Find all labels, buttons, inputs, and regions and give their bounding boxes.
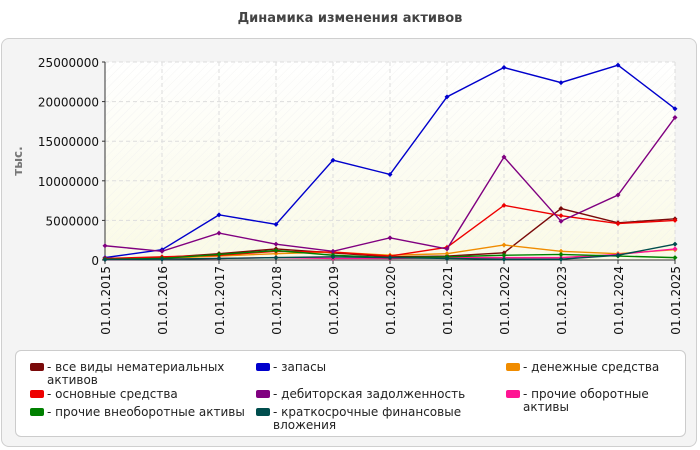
- x-tick-label: 01.01.2022: [498, 266, 512, 335]
- data-point: [558, 213, 564, 219]
- data-point: [273, 221, 279, 227]
- x-tick-label: 01.01.2015: [99, 266, 113, 335]
- data-point: [615, 192, 621, 198]
- axes: 0 5000000 10000000 15000000 20000000 25000000…: [38, 56, 683, 335]
- legend-item: - прочие оборотные активы: [506, 388, 681, 414]
- chart-title: Динамика изменения активов: [237, 11, 463, 26]
- y-tick-label: 25000000: [38, 56, 99, 70]
- data-point: [672, 114, 678, 120]
- x-tick-label: 01.01.2023: [555, 266, 569, 335]
- data-point: [501, 202, 507, 208]
- data-point: [615, 252, 621, 258]
- grid-lines: [105, 61, 676, 260]
- legend-label: - прочие внеоборотные активы: [47, 405, 245, 419]
- legend-swatch: [506, 363, 520, 371]
- series-4: [102, 114, 678, 254]
- data-point: [444, 251, 450, 257]
- data-point: [273, 241, 279, 247]
- legend-item: - запасы: [256, 361, 481, 374]
- data-point: [387, 171, 393, 177]
- legend-label: - дебиторская задолженность: [273, 387, 466, 401]
- data-point: [558, 80, 564, 86]
- legend-label: - прочие оборотные активы: [523, 387, 649, 414]
- x-tick-label: 01.01.2020: [384, 266, 398, 335]
- data-point: [615, 62, 621, 68]
- legend-item: - основные средства: [30, 388, 255, 401]
- data-point: [672, 255, 678, 261]
- data-point: [672, 246, 678, 252]
- legend-swatch: [30, 390, 44, 398]
- x-tick-label: 01.01.2017: [213, 266, 227, 335]
- y-tick-label: 15000000: [38, 135, 99, 149]
- legend-item: - все виды нематериальных активов: [30, 361, 255, 387]
- data-point: [330, 254, 336, 260]
- series-7: [102, 241, 678, 263]
- legend-label: - краткосрочные финансовые вложения: [273, 405, 462, 432]
- legend-label: - денежные средства: [523, 360, 660, 374]
- data-point: [387, 255, 393, 261]
- x-tick-label: 01.01.2019: [327, 266, 341, 335]
- y-axis-label: тыс.: [11, 146, 25, 175]
- data-point: [558, 256, 564, 262]
- legend-swatch: [256, 363, 270, 371]
- y-tick-label: 0: [91, 254, 99, 268]
- y-tick-label: 10000000: [38, 175, 99, 189]
- x-tick-label: 01.01.2024: [612, 266, 626, 335]
- data-point: [672, 241, 678, 247]
- data-point: [387, 235, 393, 241]
- x-tick-label: 01.01.2025: [669, 266, 683, 335]
- legend-swatch: [30, 363, 44, 371]
- data-point: [330, 248, 336, 254]
- legend-label: - запасы: [273, 360, 327, 374]
- x-tick-label: 01.01.2016: [156, 266, 170, 335]
- x-tick-label: 01.01.2018: [270, 266, 284, 335]
- data-point: [501, 65, 507, 71]
- data-point: [102, 243, 108, 249]
- data-point: [444, 255, 450, 261]
- data-point: [672, 217, 678, 223]
- data-point: [558, 206, 564, 212]
- legend-item: - дебиторская задолженность: [256, 388, 481, 401]
- data-point: [672, 106, 678, 112]
- y-tick-label: 5000000: [46, 214, 99, 228]
- legend-item: - денежные средства: [506, 361, 681, 374]
- series-lines: [102, 62, 678, 263]
- legend-item: - прочие внеоборотные активы: [30, 406, 255, 419]
- data-point: [615, 221, 621, 227]
- x-tick-label: 01.01.2021: [441, 266, 455, 335]
- data-point: [159, 256, 165, 262]
- data-point: [330, 157, 336, 163]
- data-point: [216, 255, 222, 261]
- data-point: [159, 248, 165, 254]
- legend-swatch: [506, 390, 520, 398]
- legend-swatch: [30, 408, 44, 416]
- data-point: [102, 257, 108, 263]
- data-point: [216, 251, 222, 257]
- data-point: [444, 94, 450, 100]
- data-point: [501, 252, 507, 258]
- data-point: [558, 218, 564, 224]
- data-point: [558, 251, 564, 257]
- data-point: [273, 255, 279, 261]
- legend-label: - все виды нематериальных активов: [47, 360, 225, 387]
- data-point: [216, 212, 222, 218]
- data-point: [216, 230, 222, 236]
- legend-swatch: [256, 408, 270, 416]
- data-point: [444, 246, 450, 252]
- data-point: [273, 247, 279, 253]
- legend-swatch: [256, 390, 270, 398]
- data-point: [501, 154, 507, 160]
- data-point: [501, 242, 507, 248]
- legend-item: - краткосрочные финансовые вложения: [256, 406, 481, 432]
- chart-legend: - все виды нематериальных активов - запас…: [15, 350, 686, 437]
- data-point: [558, 248, 564, 254]
- legend-label: - основные средства: [47, 387, 178, 401]
- y-tick-label: 20000000: [38, 96, 99, 110]
- data-point: [501, 256, 507, 262]
